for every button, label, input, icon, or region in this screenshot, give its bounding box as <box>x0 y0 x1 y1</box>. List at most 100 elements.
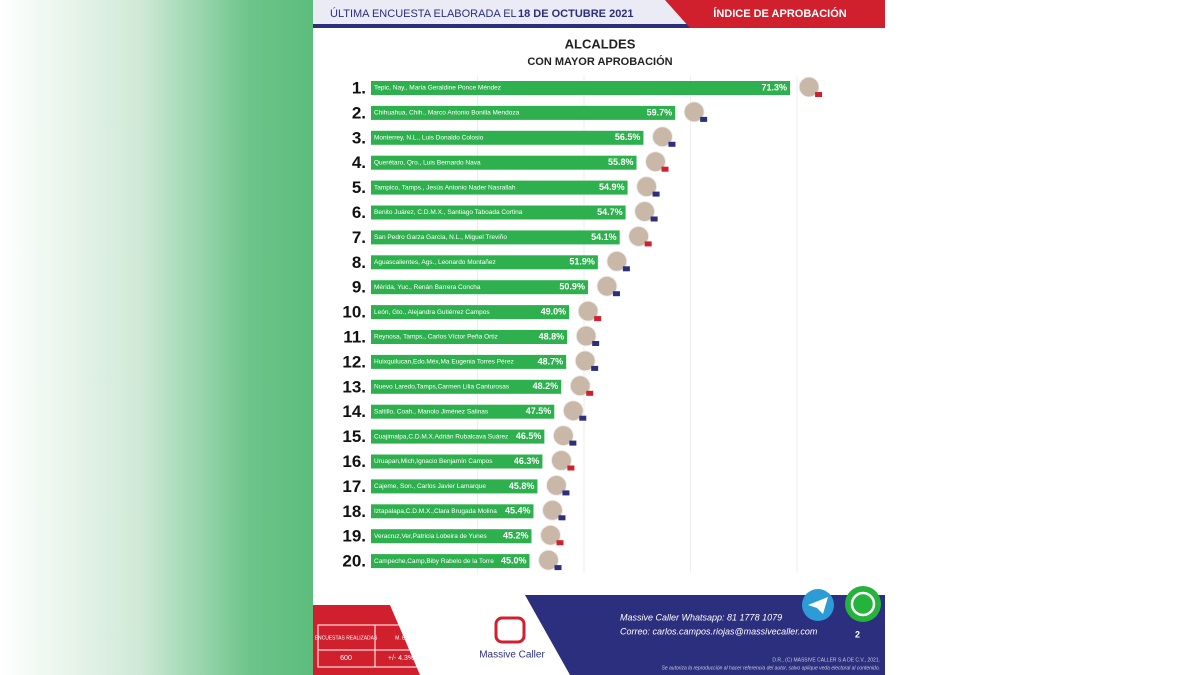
photo <box>683 101 705 123</box>
photo <box>628 225 650 247</box>
email: Correo: carlos.campos.riojas@massivecall… <box>620 626 818 636</box>
party-badge <box>558 515 566 521</box>
me-label: M. E. <box>395 635 407 641</box>
bar <box>371 305 570 320</box>
rank: 4. <box>352 153 366 172</box>
photo <box>538 549 560 571</box>
value-label: 45.8% <box>509 481 535 491</box>
bar-label: Aguascalientes, Ags., Leonardo Montañez <box>374 259 496 266</box>
party-badge <box>644 241 652 247</box>
value-label: 55.8% <box>608 157 634 167</box>
photo <box>645 151 667 173</box>
rank: 11. <box>343 327 366 346</box>
bar-label: Tampico, Tamps., Jesús Antonio Nader Nas… <box>374 184 516 191</box>
value-label: 49.0% <box>541 306 567 316</box>
rank: 17. <box>342 477 366 496</box>
bar-label: Tepic, Nay., María Geraldine Ponce Ménde… <box>374 85 501 92</box>
value-label: 71.3% <box>762 82 788 92</box>
bar-label: Nuevo Laredo,Tamps,Carmen Lilia Canturos… <box>374 384 510 391</box>
rank: 20. <box>342 552 366 571</box>
value-label: 54.7% <box>597 207 623 217</box>
value-label: 46.5% <box>516 431 542 441</box>
photo <box>634 201 656 222</box>
logo: Massive Caller <box>479 650 545 661</box>
rank: 7. <box>352 228 366 247</box>
bar-label: Iztapalapa,C.D.M.X.,Clara Brugada Molina <box>374 508 497 515</box>
rank: 14. <box>342 402 366 421</box>
chart-subtitle: CON MAYOR APROBACIÓN <box>527 55 672 68</box>
copyright: D.R., (C) MASSIVE CALLER S.A DE C.V., 20… <box>772 657 880 663</box>
bar <box>371 454 543 469</box>
photo <box>606 250 628 272</box>
side-gradient <box>0 0 313 675</box>
page-number: 2 <box>855 629 860 639</box>
me: +/- 4.3% <box>388 655 414 662</box>
bar-label: Chihuahua, Chih., Marco Antonio Bonilla … <box>374 110 520 117</box>
party-badge <box>554 565 562 571</box>
bar <box>371 205 626 220</box>
party-badge <box>586 390 594 396</box>
bar <box>371 379 562 394</box>
party-badge <box>562 490 570 496</box>
photo <box>541 499 563 521</box>
photo <box>575 325 597 347</box>
bar-label: Huixquilucan,Edo.Méx,Ma Eugenia Torres P… <box>374 359 514 366</box>
party-badge <box>622 266 630 272</box>
bar <box>371 554 530 569</box>
photo <box>798 76 820 98</box>
bar-label: Campeche,Camp,Biby Rabelo de la Torre <box>374 558 494 565</box>
bar <box>371 180 628 195</box>
bar-label: Mérida, Yuc., Renán Barrera Concha <box>374 284 481 291</box>
party-badge <box>567 465 575 471</box>
photo <box>651 126 673 148</box>
rank: 13. <box>342 377 366 396</box>
value-label: 47.5% <box>526 406 552 416</box>
value-label: 56.5% <box>615 132 641 142</box>
footer-red <box>313 605 420 675</box>
rank: 10. <box>342 303 366 322</box>
whatsapp-glyph <box>850 591 876 617</box>
value-label: 48.8% <box>539 331 565 341</box>
rank: 12. <box>342 352 366 371</box>
rank: 1. <box>352 78 366 97</box>
bar-label: Benito Juárez, C.D.M.X., Santiago Taboad… <box>374 209 523 216</box>
party-badge <box>569 440 577 446</box>
value-label: 59.7% <box>647 107 673 117</box>
value-label: 46.3% <box>514 456 540 466</box>
party-badge <box>592 341 600 346</box>
bar <box>371 404 555 419</box>
party-badge <box>661 166 669 172</box>
party-badge <box>612 291 620 297</box>
value-label: 48.7% <box>538 356 564 366</box>
rank: 6. <box>352 203 366 222</box>
photo <box>596 275 618 297</box>
photo <box>636 176 658 198</box>
value-label: 48.2% <box>533 381 559 391</box>
rank: 16. <box>342 452 366 471</box>
bar-label: Uruapan,Mich,Ignacio Benjamín Campos <box>374 458 493 465</box>
surveys-label: ENCUESTAS REALIZADAS <box>315 635 378 641</box>
whatsapp-icon <box>845 586 881 622</box>
bar <box>371 81 791 95</box>
surveys: 600 <box>340 655 352 662</box>
party-badge <box>579 415 587 421</box>
header-date: 18 DE OCTUBRE 2021 <box>518 8 634 20</box>
bar <box>371 354 567 369</box>
bar <box>371 130 644 145</box>
rank: 5. <box>352 178 366 197</box>
notice: Se autoriza la reproducción al hacer ref… <box>662 665 880 671</box>
bar <box>371 105 676 120</box>
header-strip <box>313 24 693 28</box>
rank: 15. <box>342 427 366 446</box>
bar-label: Querétaro, Qro., Luis Bernardo Nava <box>374 159 481 166</box>
value-label: 45.2% <box>503 531 529 541</box>
header-band <box>313 0 693 24</box>
photo <box>539 524 561 546</box>
value-label: 50.9% <box>559 282 585 292</box>
bar <box>371 429 545 444</box>
value-label: 45.4% <box>505 506 531 516</box>
telegram-glyph <box>808 597 828 614</box>
rank: 3. <box>352 128 366 147</box>
bar-label: Cuajimalpa,C.D.M.X.Adrián Rubalcava Suár… <box>374 433 508 440</box>
photo <box>562 400 584 422</box>
